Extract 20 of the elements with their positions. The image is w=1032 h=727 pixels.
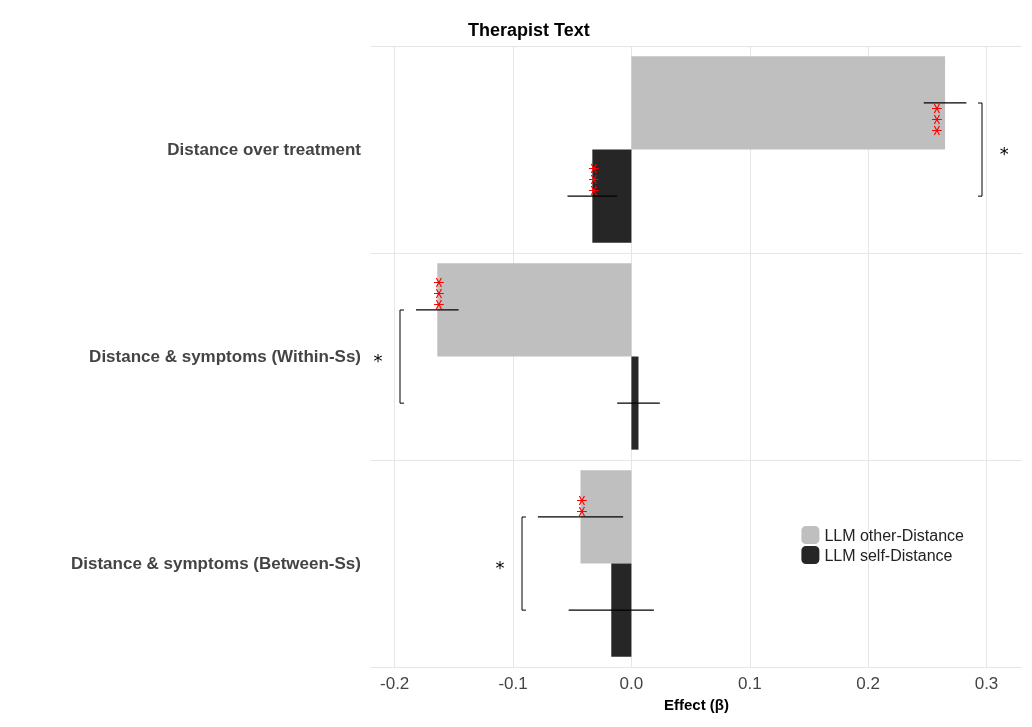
x-tick-label: -0.2 [380, 674, 410, 693]
data-label: *** [584, 163, 610, 197]
legend-label: LLM self-Distance [824, 546, 953, 564]
legend-label: LLM other-Distance [824, 526, 965, 544]
y-tick-label: Distance & symptoms (Between-Ss) [70, 554, 361, 573]
x-tick-label: 0.3 [974, 674, 999, 693]
data-label: *** [927, 102, 953, 136]
x-tick-label: 0.2 [856, 674, 880, 693]
annotation: * [373, 350, 383, 371]
x-tick-label: 0.1 [737, 674, 762, 693]
chart-title: Therapist Text [468, 20, 590, 40]
data-label: ** [573, 494, 598, 517]
x-tick-label: 0.0 [619, 674, 644, 693]
x-tick-label: -0.1 [498, 674, 528, 693]
annotation: * [495, 557, 505, 578]
x-axis-title: Effect (β) [664, 696, 729, 713]
y-tick-label: Distance & symptoms (Within-Ss) [89, 347, 361, 366]
annotation: * [999, 143, 1009, 164]
y-tick-label: Distance over treatment [167, 140, 362, 159]
data-label: *** [429, 276, 455, 310]
